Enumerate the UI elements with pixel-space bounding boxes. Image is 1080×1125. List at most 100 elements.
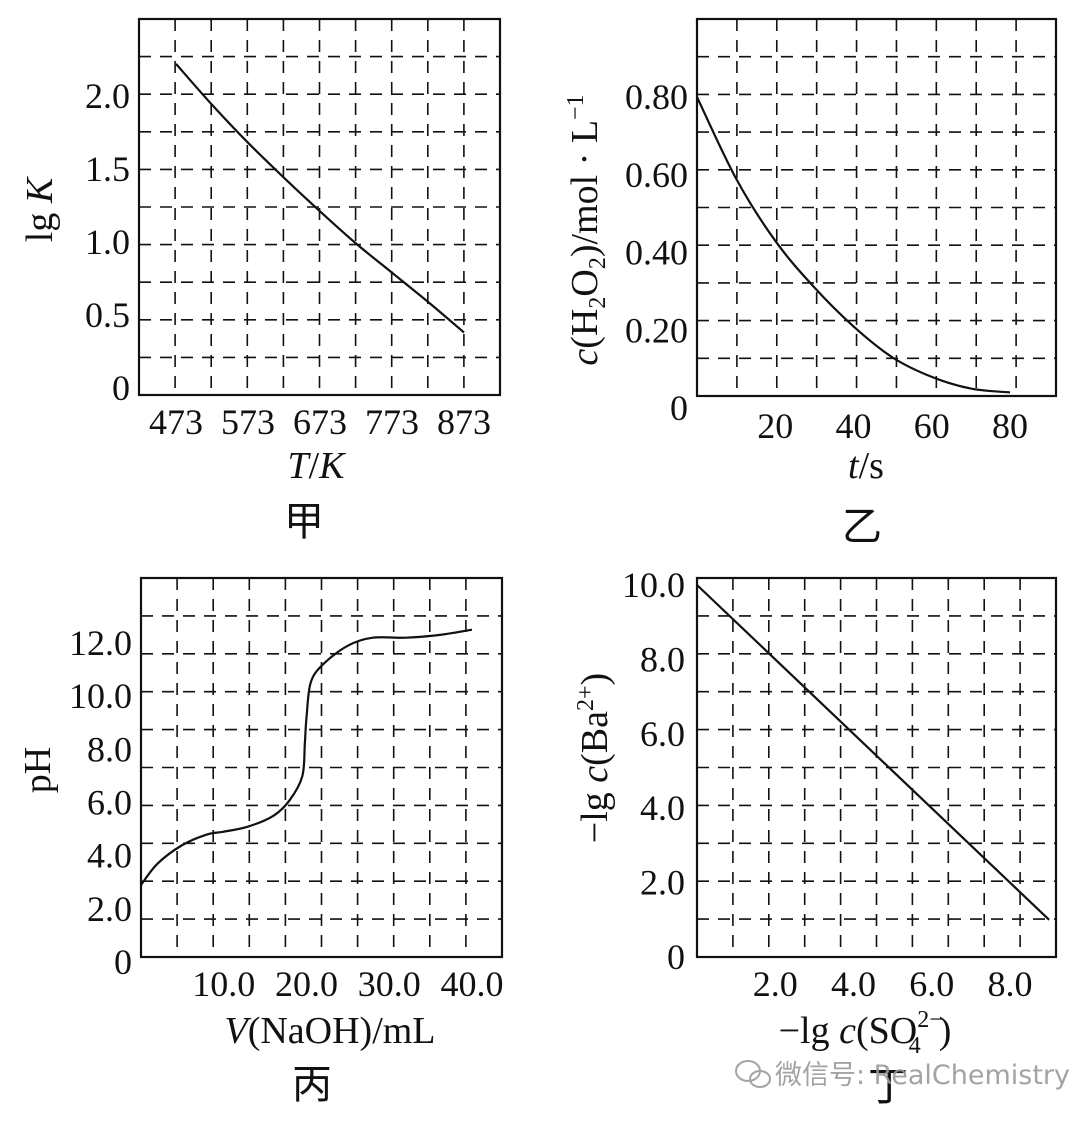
y-label-subscript: 2 <box>585 257 611 269</box>
grid-yi <box>697 19 1056 396</box>
watermark-text: 微信号: RealChemistry <box>775 1060 1070 1091</box>
x-label-subscript: 4 <box>909 1033 921 1059</box>
x-label-part: /s <box>859 445 884 487</box>
plot-frame-bing <box>139 576 504 959</box>
x-label-part: / <box>309 445 320 487</box>
y-label-part: )/mol · L <box>564 120 606 257</box>
titration-curve <box>140 628 473 886</box>
y-tick-label: 0.5 <box>85 295 130 335</box>
y-tick-label: 12.0 <box>69 623 132 663</box>
x-axis-label-yi: t/s <box>848 445 884 487</box>
y-tick-label: 2.0 <box>87 889 132 929</box>
x-tick-labels-yi: 20 40 60 80 <box>757 406 1028 446</box>
x-tick-label: 8.0 <box>988 964 1033 1004</box>
chart-jia: 473 573 673 773 873 00.51.01.52.0 T/K lg K 甲 <box>19 17 502 544</box>
x-tick-label: 873 <box>437 402 491 442</box>
x-tick-label: 4.0 <box>831 964 876 1004</box>
y-label-part: −lg <box>574 783 616 844</box>
y-label-part: ) <box>574 673 616 686</box>
x-tick-label: 20 <box>757 406 793 446</box>
x-tick-label: 2.0 <box>753 964 798 1004</box>
x-tick-labels-ding: 2.0 4.0 6.0 8.0 <box>753 964 1033 1004</box>
x-tick-label: 473 <box>149 402 203 442</box>
y-tick-labels-jia: 0 0.5 1.0 1.5 2.0 <box>85 76 130 408</box>
y-tick-label: 8.0 <box>640 639 685 679</box>
watermark: 微信号: RealChemistry <box>735 1060 1070 1091</box>
x-label-superscript: 2− <box>917 1007 943 1033</box>
y-tick-labels-bing: 0 2.0 4.0 6.0 8.0 10.0 12.0 <box>69 623 132 982</box>
y-tick-label: 4.0 <box>640 788 685 828</box>
x-tick-label: 30.0 <box>358 964 421 1004</box>
x-label-part: (NaOH)/mL <box>248 1010 436 1052</box>
panel-label-bing: 丙 <box>292 1062 332 1107</box>
y-tick-label: 0.80 <box>625 77 688 117</box>
x-label-part: K <box>318 445 346 487</box>
x-tick-labels-jia: 473 573 673 773 873 <box>149 402 491 442</box>
grid-ding <box>697 578 1056 957</box>
y-tick-label: 0 <box>670 388 688 428</box>
y-tick-labels-yi: 0 0.20 0.40 0.60 0.80 <box>625 77 688 428</box>
y-tick-label: 8.0 <box>87 729 132 769</box>
x-tick-label: 773 <box>365 402 419 442</box>
y-label-part: O <box>564 269 606 296</box>
x-label-part: t <box>848 445 860 487</box>
grid-jia <box>139 19 500 395</box>
y-label-part: (Ba <box>574 711 616 766</box>
chart-ding: 2.0 4.0 6.0 8.0 02.04.06.08.010.0 −lg c(SO2… <box>573 565 1058 1109</box>
y-label-part: K <box>19 176 61 204</box>
y-label-superscript: −1 <box>563 94 589 120</box>
y-axis-label-ding: −lg c(Ba2+) <box>573 673 616 843</box>
y-tick-label: 0.60 <box>625 155 688 195</box>
y-tick-label: 4.0 <box>87 836 132 876</box>
y-axis-label-jia: lg K <box>19 176 61 242</box>
y-label-subscript: 2 <box>585 297 611 309</box>
y-axis-label-yi: c(H2O2)/mol · L−1 <box>563 94 611 365</box>
x-label-part: (SO <box>856 1010 917 1052</box>
x-tick-label: 6.0 <box>909 964 954 1004</box>
x-tick-label: 60 <box>914 406 950 446</box>
ksp-line <box>696 584 1050 921</box>
y-label-part: c <box>574 766 616 783</box>
lgK-curve <box>175 63 465 334</box>
x-label-part: T <box>287 445 311 487</box>
x-label-part: c <box>839 1010 856 1052</box>
y-label-part: lg <box>19 203 61 242</box>
y-tick-label: 6.0 <box>640 714 685 754</box>
y-label-superscript: 2+ <box>573 685 599 711</box>
y-tick-label: 10.0 <box>69 676 132 716</box>
y-label-part: c <box>564 349 606 366</box>
y-tick-label: 0 <box>667 937 685 977</box>
y-tick-label: 0 <box>114 942 132 982</box>
x-label-part: ) <box>939 1010 952 1052</box>
plot-frame-yi <box>695 17 1058 398</box>
y-tick-label: 6.0 <box>87 783 132 823</box>
x-tick-label: 10.0 <box>192 964 255 1004</box>
panel-label-yi: 乙 <box>842 504 882 549</box>
panel-label-jia: 甲 <box>284 499 324 544</box>
y-tick-label: 0 <box>112 368 130 408</box>
x-axis-label-jia: T/K <box>287 445 346 487</box>
x-tick-label: 80 <box>992 406 1028 446</box>
x-label-part: V <box>224 1010 251 1052</box>
x-label-part: −lg <box>779 1010 840 1052</box>
x-tick-label: 673 <box>293 402 347 442</box>
y-tick-label: 10.0 <box>622 565 685 605</box>
h2o2-curve <box>696 96 1011 394</box>
panel-label-ding: 丁 <box>868 1064 908 1109</box>
y-tick-label: 2.0 <box>85 76 130 116</box>
y-tick-label: 2.0 <box>640 863 685 903</box>
y-tick-label: 0.20 <box>625 310 688 350</box>
plot-frame-ding <box>695 576 1058 959</box>
chart-yi: 20 40 60 80 00.200.400.600.80 t/s c(H2O2)/m… <box>563 17 1058 549</box>
x-tick-label: 40.0 <box>441 964 504 1004</box>
x-axis-label-ding: −lg c(SO2− 4) <box>779 1007 952 1059</box>
y-tick-label: 0.40 <box>625 233 688 273</box>
y-label-part: (H <box>564 309 606 349</box>
x-tick-label: 20.0 <box>275 964 338 1004</box>
x-tick-label: 573 <box>221 402 275 442</box>
x-tick-labels-bing: 10.0 20.0 30.0 40.0 <box>192 964 503 1004</box>
plot-frame-jia <box>137 17 502 397</box>
y-tick-label: 1.0 <box>85 222 130 262</box>
y-axis-label-bing: pH <box>17 747 59 793</box>
x-axis-label-bing: V(NaOH)/mL <box>224 1010 435 1052</box>
